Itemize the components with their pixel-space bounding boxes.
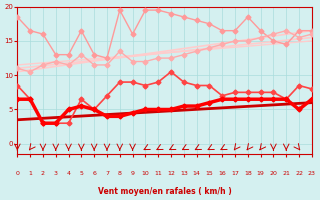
X-axis label: Vent moyen/en rafales ( km/h ): Vent moyen/en rafales ( km/h ) xyxy=(98,187,231,196)
